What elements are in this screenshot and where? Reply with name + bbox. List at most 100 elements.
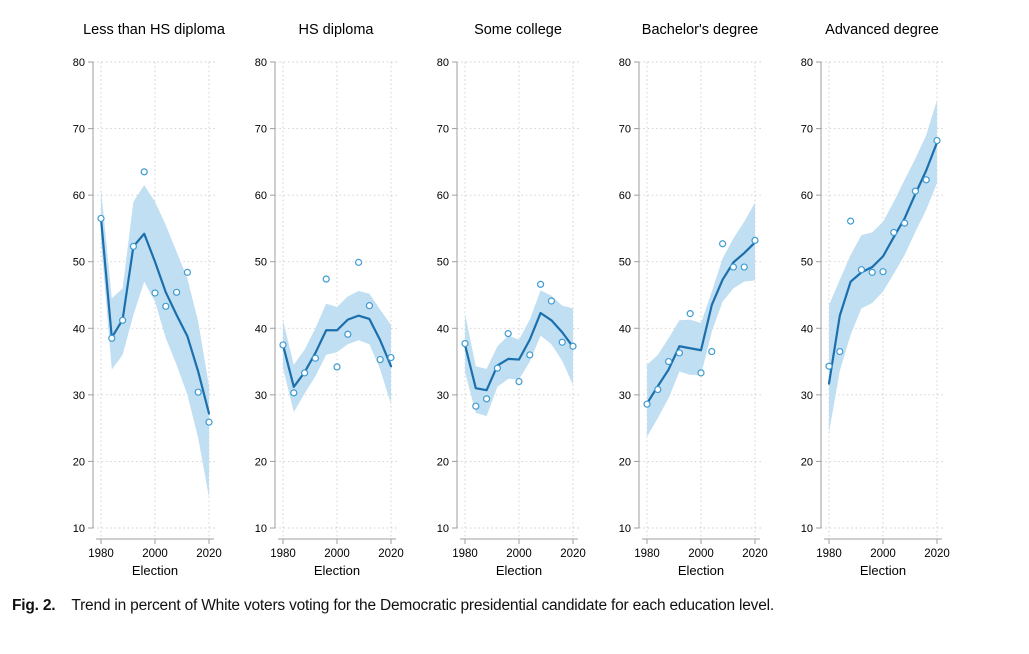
y-tick-label: 40	[73, 323, 85, 335]
data-point-marker	[311, 354, 320, 362]
data-point-marker	[108, 334, 116, 342]
y-tick-label: 10	[437, 523, 449, 535]
y-tick-label: 20	[255, 456, 267, 468]
data-point-marker	[825, 362, 833, 370]
trend-line	[827, 141, 939, 385]
data-point-marker	[515, 377, 523, 386]
chart-panel: Advanced degree 10 20 30 40 50 60 70 80 1980 2000 2…	[785, 18, 963, 587]
data-point-marker	[846, 217, 855, 225]
trend-line	[99, 217, 211, 415]
data-point-marker	[751, 236, 759, 245]
data-point-marker	[718, 240, 727, 248]
data-point-marker	[344, 330, 352, 338]
x-axis-title: Election	[678, 563, 724, 578]
data-point-marker	[664, 357, 673, 366]
y-tick-label: 30	[619, 390, 631, 402]
data-point-marker	[140, 168, 148, 176]
data-point-marker	[536, 280, 545, 288]
panel-title: Advanced degree	[825, 22, 939, 38]
y-tick-label: 30	[437, 390, 449, 402]
y-tick-label: 80	[437, 57, 449, 69]
panel-plot: 10 20 30 40 50 60 70 80 1980 2000 2020 Election	[255, 57, 404, 578]
y-tick-label: 70	[437, 124, 449, 136]
data-point-marker	[97, 214, 105, 223]
y-tick-label: 40	[255, 323, 267, 335]
x-axis-title: Election	[132, 563, 178, 578]
data-point-marker	[708, 347, 716, 356]
x-tick-label: 2020	[560, 548, 586, 560]
data-point-marker	[493, 364, 502, 372]
data-point-marker	[654, 385, 662, 394]
data-point-marker	[868, 268, 876, 276]
y-tick-label: 40	[437, 323, 449, 335]
data-point-marker	[333, 363, 341, 371]
data-point-marker	[675, 349, 684, 357]
x-tick-label: 2000	[142, 548, 168, 560]
y-tick-label: 70	[801, 124, 813, 136]
panels-row: Less than HS diploma 10 20 30 40 50 60 70 80 1980…	[57, 18, 963, 587]
y-tick-label: 80	[73, 57, 85, 69]
y-tick-label: 60	[437, 190, 449, 202]
confidence-band	[829, 99, 937, 433]
y-tick-label: 30	[73, 390, 85, 402]
data-point-marker	[879, 268, 887, 276]
data-point-marker	[205, 418, 213, 426]
data-point-marker	[461, 339, 469, 348]
x-tick-label: 1980	[816, 548, 842, 560]
y-tick-label: 50	[437, 257, 449, 269]
y-tick-label: 60	[619, 190, 631, 202]
data-point-marker	[354, 258, 363, 266]
x-axis-title: Election	[860, 563, 906, 578]
data-point-marker	[900, 219, 909, 227]
chart-panel: HS diploma 10 20 30 40 50 60 70 80 1980 2000 2020 El…	[239, 18, 417, 587]
trend-line	[645, 241, 757, 405]
data-point-marker	[504, 330, 512, 338]
y-tick-label: 30	[801, 390, 813, 402]
x-tick-label: 1980	[634, 548, 660, 560]
y-tick-label: 40	[619, 323, 631, 335]
panel-title: Some college	[474, 22, 562, 38]
data-point-marker	[194, 388, 202, 396]
x-tick-label: 2020	[924, 548, 950, 560]
data-point-marker	[300, 369, 309, 377]
confidence-band	[283, 291, 391, 413]
x-axis-title: Election	[496, 563, 542, 578]
y-tick-label: 80	[801, 57, 813, 69]
trend-line	[281, 314, 393, 388]
data-point-marker	[686, 310, 694, 318]
confidence-band	[101, 185, 209, 498]
y-tick-label: 20	[437, 456, 449, 468]
figure-caption: Fig. 2. Trend in percent of White voters …	[0, 597, 1029, 615]
panel-title: Bachelor's degree	[641, 22, 759, 38]
data-point-marker	[547, 297, 555, 305]
panel-plot: 10 20 30 40 50 60 70 80 1980 2000 2020 Election	[437, 57, 586, 578]
data-point-marker	[183, 268, 191, 276]
panel-plot: 10 20 30 40 50 60 70 80 1980 2000 2020 Election	[73, 57, 222, 578]
chart-panel: Less than HS diploma 10 20 30 40 50 60 70 80 1980…	[57, 18, 235, 587]
y-tick-label: 50	[73, 257, 85, 269]
data-point-marker	[118, 316, 127, 324]
x-tick-label: 2000	[688, 548, 714, 560]
data-point-marker	[279, 341, 287, 349]
panel-title: Less than HS diploma	[83, 22, 225, 38]
x-tick-label: 2020	[196, 548, 222, 560]
data-point-marker	[922, 176, 930, 184]
y-tick-label: 80	[619, 57, 631, 69]
data-point-marker	[857, 266, 866, 274]
data-point-marker	[890, 228, 898, 237]
y-tick-label: 10	[73, 523, 85, 535]
data-point-marker	[697, 369, 705, 377]
x-tick-label: 2000	[506, 548, 532, 560]
y-tick-label: 70	[255, 124, 267, 136]
data-point-marker	[172, 288, 181, 296]
data-point-marker	[322, 275, 330, 283]
y-tick-label: 20	[801, 456, 813, 468]
y-tick-label: 50	[619, 257, 631, 269]
confidence-band	[647, 202, 755, 437]
x-tick-label: 2000	[324, 548, 350, 560]
y-tick-label: 10	[619, 523, 631, 535]
panel-plot: 10 20 30 40 50 60 70 80 1980 2000 2020 Election	[801, 57, 950, 578]
chart-panel: Some college 10 20 30 40 50 60 70 80 1980 2000 2020…	[421, 18, 599, 587]
data-point-marker	[365, 302, 373, 310]
y-tick-label: 60	[73, 190, 85, 202]
